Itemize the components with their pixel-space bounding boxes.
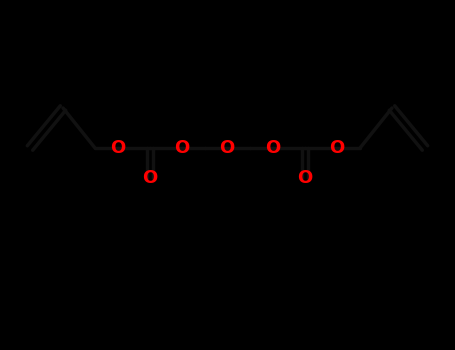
Text: O: O (265, 139, 281, 157)
Text: O: O (298, 169, 313, 187)
Text: O: O (219, 139, 235, 157)
Text: O: O (174, 139, 190, 157)
Text: O: O (142, 169, 157, 187)
Text: O: O (111, 139, 126, 157)
Text: O: O (329, 139, 344, 157)
